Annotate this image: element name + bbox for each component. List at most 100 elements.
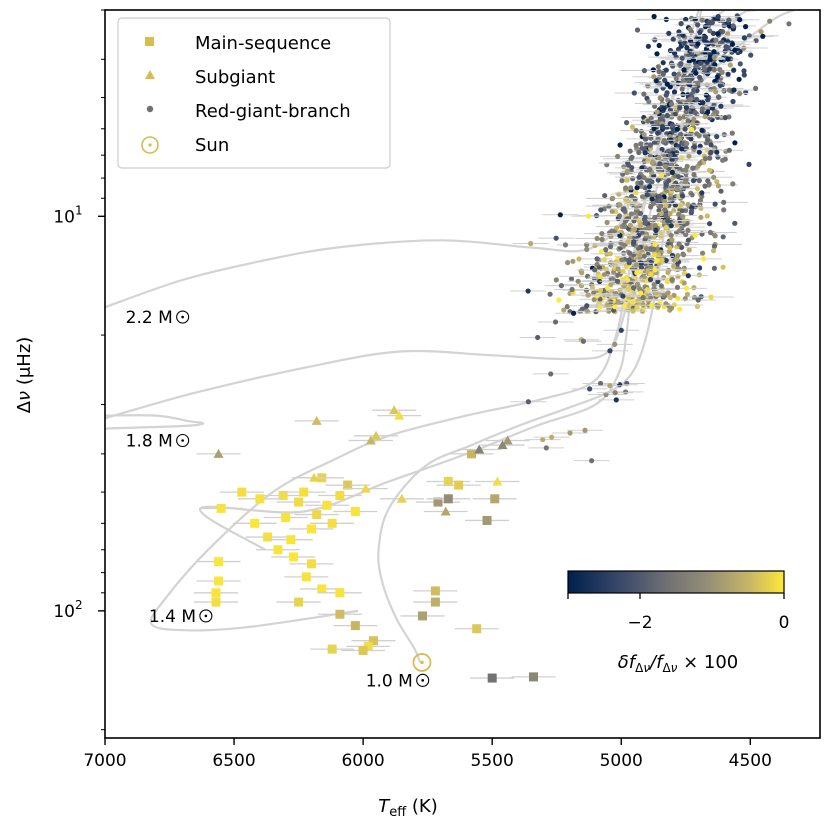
rgb-point: [681, 265, 687, 271]
rgb-point: [641, 132, 647, 138]
rgb-point: [668, 101, 675, 107]
rgb-point: [700, 250, 706, 256]
rgb-point: [548, 434, 555, 440]
rgb-point: [727, 62, 733, 68]
rgb-point: [669, 253, 676, 259]
rgb-point: [647, 142, 654, 148]
rgb-point: [631, 226, 638, 232]
rgb-point: [741, 72, 747, 78]
rgb-point: [553, 235, 559, 241]
track-labels: 2.2 M 1.8 M 1.4 M 1.0 M: [126, 308, 430, 691]
rgb-point: [663, 212, 669, 219]
rgb-point: [680, 193, 686, 199]
rgb-point: [696, 178, 702, 184]
main-sequence-point: [312, 510, 322, 520]
rgb-point: [633, 142, 639, 148]
colorbar-tick-label: −2: [627, 613, 652, 633]
rgb-point: [578, 283, 585, 289]
rgb-point: [597, 274, 603, 280]
rgb-point: [702, 156, 709, 162]
rgb-point: [707, 221, 713, 227]
rgb-point: [583, 287, 590, 293]
rgb-point: [683, 109, 689, 115]
track-label-3: 1.0 M: [366, 671, 413, 691]
rgb-point: [675, 253, 681, 259]
rgb-point: [644, 246, 650, 252]
rgb-point: [706, 167, 713, 173]
rgb-point: [663, 163, 669, 169]
rgb-point: [648, 179, 654, 185]
rgb-point: [525, 288, 531, 294]
rgb-point: [657, 161, 663, 167]
rgb-point: [685, 201, 691, 208]
rgb-point: [694, 96, 700, 102]
rgb-point: [678, 21, 684, 27]
subgiant-point: [474, 444, 485, 454]
main-sequence-point: [301, 572, 311, 582]
rgb-point: [608, 233, 614, 239]
rgb-point: [677, 105, 683, 111]
rgb-point: [681, 270, 688, 276]
rgb-point: [686, 63, 692, 69]
rgb-point: [690, 165, 696, 171]
rgb-point: [619, 257, 625, 263]
rgb-point: [729, 41, 736, 47]
rgb-point: [713, 37, 719, 43]
rgb-point: [678, 131, 684, 137]
rgb-point: [741, 35, 748, 41]
rgb-point: [682, 179, 688, 185]
main-sequence-point: [278, 490, 288, 500]
rgb-point: [638, 264, 644, 270]
rgb-point: [658, 203, 664, 209]
rgb-point: [650, 200, 657, 207]
x-tick-label: 5500: [471, 751, 514, 771]
rgb-point: [624, 168, 630, 174]
rgb-point: [669, 157, 675, 163]
rgb-point: [688, 130, 694, 136]
subgiant-point: [502, 435, 513, 445]
rgb-point: [621, 164, 627, 170]
legend-red-giant-branch-label: Red-giant-branch: [195, 101, 351, 122]
rgb-point: [711, 265, 718, 271]
rgb-point: [626, 302, 632, 308]
rgb-point: [667, 245, 673, 251]
main-sequence-point: [350, 621, 360, 631]
rgb-point: [718, 188, 724, 194]
rgb-point: [722, 156, 728, 162]
rgb-point: [617, 382, 623, 388]
rgb-point: [652, 267, 658, 273]
subgiant-point: [311, 415, 322, 425]
rgb-point: [634, 305, 640, 311]
rgb-point: [660, 71, 666, 77]
rgb-point: [697, 143, 703, 149]
rgb-point: [641, 68, 648, 74]
rgb-point: [683, 231, 689, 237]
rgb-point: [608, 282, 614, 288]
legend-sun-marker: [141, 136, 159, 154]
rgb-point: [676, 194, 682, 200]
rgb-point: [624, 177, 630, 183]
rgb-point: [662, 77, 668, 83]
rgb-point: [639, 194, 646, 200]
rgb-point: [575, 278, 581, 284]
rgb-point: [676, 211, 682, 217]
rgb-point: [610, 195, 616, 201]
rgb-point: [665, 218, 671, 224]
rgb-point: [714, 74, 720, 80]
main-sequence-point: [472, 624, 482, 634]
rgb-point: [636, 232, 642, 238]
subgiant-point: [389, 405, 400, 415]
rgb-point: [654, 51, 660, 57]
rgb-point: [644, 287, 651, 293]
rgb-point: [674, 284, 681, 290]
rgb-point: [701, 256, 707, 262]
rgb-point: [638, 180, 644, 186]
main-sequence-point: [358, 645, 368, 655]
rgb-point: [737, 61, 743, 67]
rgb-point: [655, 136, 661, 142]
main-sequence-point: [211, 597, 221, 607]
rgb-point: [642, 214, 648, 220]
x-tick-label: 6000: [341, 751, 384, 771]
rgb-point: [619, 178, 625, 184]
main-sequence-point: [288, 552, 298, 562]
